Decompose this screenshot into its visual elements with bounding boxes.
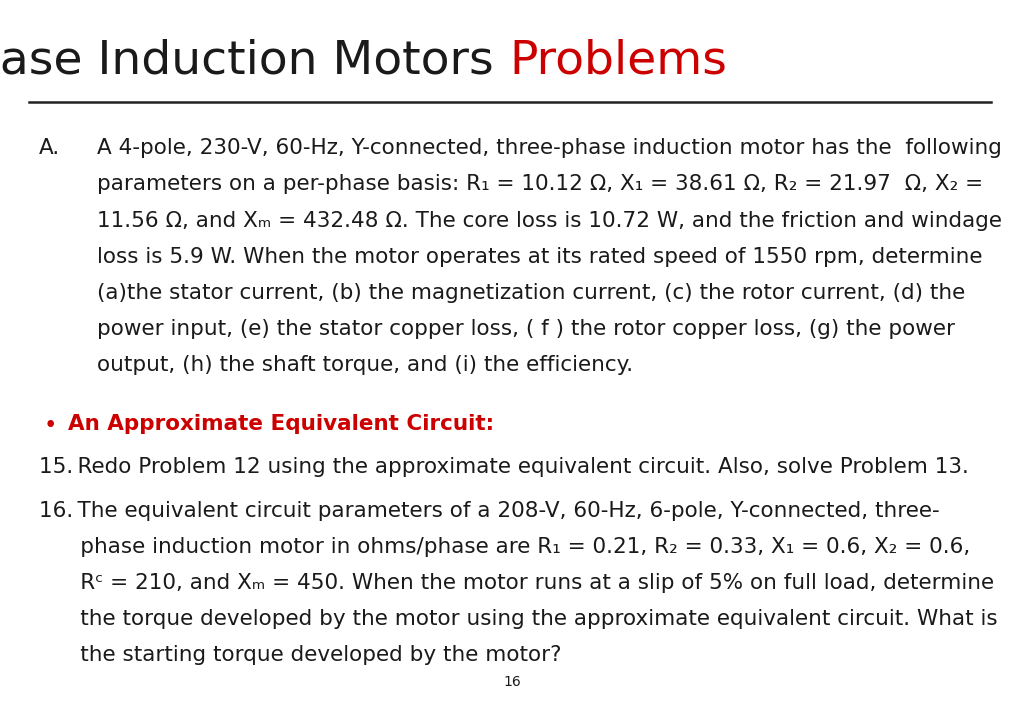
- Text: 11.56 Ω, and Xₘ = 432.48 Ω. The core loss is 10.72 W, and the friction and winda: 11.56 Ω, and Xₘ = 432.48 Ω. The core los…: [97, 211, 1002, 230]
- Text: A.: A.: [39, 138, 60, 158]
- Text: (a)the stator current, (b) the magnetization current, (c) the rotor current, (d): (a)the stator current, (b) the magnetiza…: [97, 283, 966, 303]
- Text: Three-Phase Induction Motors: Three-Phase Induction Motors: [0, 39, 509, 84]
- Text: the starting torque developed by the motor?: the starting torque developed by the mot…: [39, 645, 561, 665]
- Text: power input, (e) the stator copper loss, ( f ) the rotor copper loss, (g) the po: power input, (e) the stator copper loss,…: [97, 319, 955, 339]
- Text: the torque developed by the motor using the approximate equivalent circuit. What: the torque developed by the motor using …: [39, 609, 997, 629]
- Text: 15. Redo Problem 12 using the approximate equivalent circuit. Also, solve Proble: 15. Redo Problem 12 using the approximat…: [39, 457, 969, 477]
- Text: output, (h) the shaft torque, and (i) the efficiency.: output, (h) the shaft torque, and (i) th…: [97, 355, 634, 375]
- Text: An Approximate Equivalent Circuit:: An Approximate Equivalent Circuit:: [68, 414, 494, 434]
- Text: loss is 5.9 W. When the motor operates at its rated speed of 1550 rpm, determine: loss is 5.9 W. When the motor operates a…: [97, 247, 983, 267]
- Text: Problems: Problems: [509, 39, 727, 84]
- Text: 16. The equivalent circuit parameters of a 208-V, 60-Hz, 6-pole, Y-connected, th: 16. The equivalent circuit parameters of…: [39, 501, 940, 520]
- Text: 16: 16: [503, 675, 521, 689]
- Text: parameters on a per-phase basis: R₁ = 10.12 Ω, X₁ = 38.61 Ω, R₂ = 21.97  Ω, X₂ =: parameters on a per-phase basis: R₁ = 10…: [97, 174, 983, 194]
- Text: •: •: [44, 414, 57, 437]
- Text: phase induction motor in ohms/phase are R₁ = 0.21, R₂ = 0.33, X₁ = 0.6, X₂ = 0.6: phase induction motor in ohms/phase are …: [39, 537, 970, 557]
- Text: A 4-pole, 230-V, 60-Hz, Y-connected, three-phase induction motor has the  follow: A 4-pole, 230-V, 60-Hz, Y-connected, thr…: [97, 138, 1002, 158]
- Text: Rᶜ = 210, and Xₘ = 450. When the motor runs at a slip of 5% on full load, determ: Rᶜ = 210, and Xₘ = 450. When the motor r…: [39, 573, 994, 593]
